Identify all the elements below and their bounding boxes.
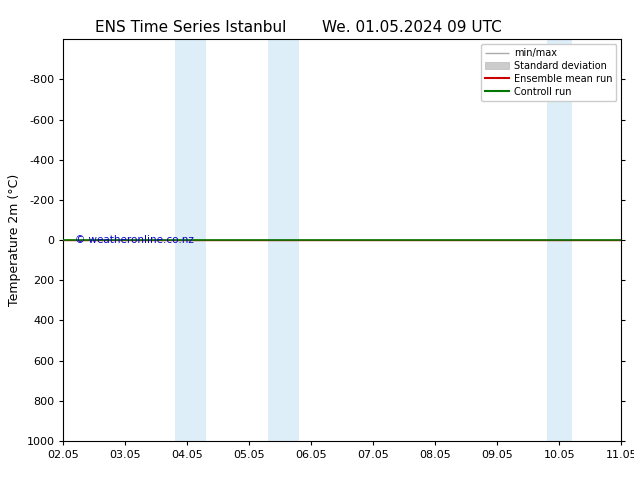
Text: We. 01.05.2024 09 UTC: We. 01.05.2024 09 UTC xyxy=(322,20,502,35)
Y-axis label: Temperature 2m (°C): Temperature 2m (°C) xyxy=(8,174,21,306)
Text: ENS Time Series Istanbul: ENS Time Series Istanbul xyxy=(94,20,286,35)
Bar xyxy=(175,39,206,441)
Bar xyxy=(547,39,572,441)
Bar xyxy=(268,39,299,441)
Legend: min/max, Standard deviation, Ensemble mean run, Controll run: min/max, Standard deviation, Ensemble me… xyxy=(481,44,616,100)
Text: © weatheronline.co.nz: © weatheronline.co.nz xyxy=(75,235,193,245)
